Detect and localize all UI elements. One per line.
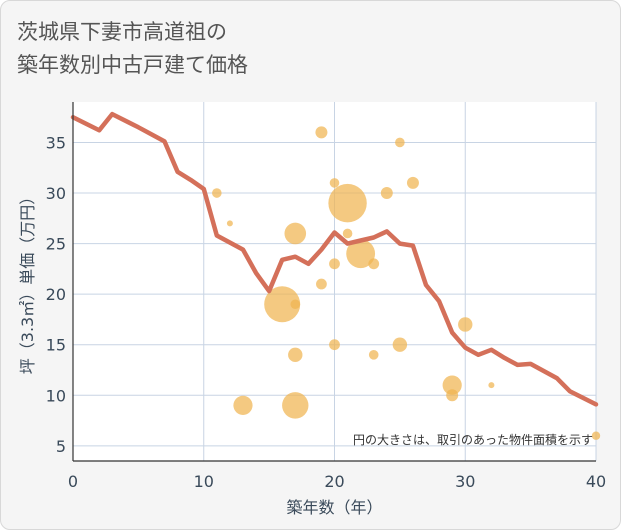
data-bubble: [442, 375, 462, 395]
data-bubble: [346, 239, 376, 269]
x-tick-label: 0: [68, 472, 78, 491]
y-tick-label: 15: [46, 336, 66, 355]
data-bubble: [233, 395, 253, 415]
data-bubble: [212, 188, 222, 198]
data-bubble: [368, 350, 379, 360]
data-bubble: [591, 431, 601, 440]
average-price-line: [70, 111, 599, 407]
size-legend-note: 円の大きさは、取引のあった物件面積を示す: [353, 432, 593, 447]
data-bubble: [284, 222, 307, 245]
data-bubble: [264, 286, 301, 323]
data-bubble: [288, 347, 303, 363]
x-axis-label: 築年数（年）: [286, 498, 382, 517]
data-bubble: [395, 137, 405, 148]
data-bubble: [392, 337, 408, 352]
x-tick-label: 40: [586, 472, 606, 491]
data-bubble: [290, 299, 301, 310]
data-bubble: [316, 278, 327, 290]
data-bubble: [315, 126, 328, 139]
data-bubble: [226, 220, 233, 227]
x-tick-label: 20: [324, 472, 344, 491]
data-bubble: [458, 317, 473, 332]
data-bubble: [282, 392, 309, 419]
y-tick-label: 10: [46, 386, 66, 405]
data-bubble: [488, 382, 495, 389]
y-tick-label: 25: [46, 235, 66, 254]
data-bubble: [328, 183, 367, 223]
x-tick-label: 10: [194, 472, 214, 491]
chart-title-line-2: 築年数別中古戸建て価格: [17, 53, 248, 77]
data-bubble: [329, 339, 340, 351]
data-bubble: [446, 389, 459, 402]
chart-title-line-1: 茨城県下妻市高道祖の: [17, 20, 227, 44]
data-bubble: [368, 258, 380, 270]
y-tick-label: 5: [56, 437, 66, 456]
y-axis-label: 坪（3.3㎡）単価（万円）: [18, 189, 37, 374]
data-bubble: [380, 187, 393, 200]
y-tick-label: 35: [46, 133, 66, 152]
data-bubble: [406, 176, 419, 189]
y-tick-label: 30: [46, 184, 66, 203]
y-tick-label: 20: [46, 285, 66, 304]
chart-title: 茨城県下妻市高道祖の 築年数別中古戸建て価格: [17, 16, 248, 82]
data-bubble: [329, 258, 340, 270]
x-tick-label: 30: [455, 472, 475, 491]
data-bubble: [342, 228, 353, 239]
data-bubble: [329, 178, 340, 188]
